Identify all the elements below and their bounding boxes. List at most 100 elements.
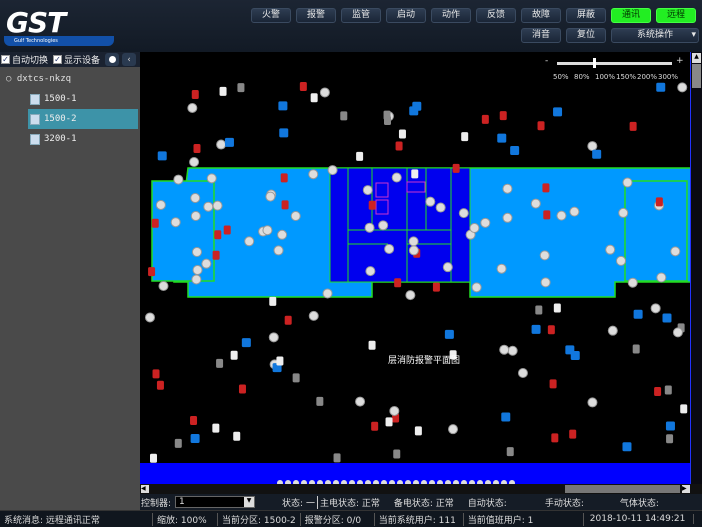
module-icon[interactable] [409, 106, 419, 116]
smoke-detector-icon[interactable] [408, 236, 419, 247]
panel-icon[interactable] [233, 431, 241, 441]
toolbar-button-5[interactable]: 反馈 [476, 8, 516, 23]
panel-icon[interactable] [276, 356, 284, 366]
smoke-detector-icon[interactable] [507, 345, 518, 356]
alarm-button-icon[interactable] [284, 315, 292, 325]
smoke-detector-icon[interactable] [333, 480, 339, 484]
zoom-slider[interactable] [557, 62, 672, 65]
controller-select[interactable]: 1 ▼ [175, 496, 256, 508]
alarm-button-icon[interactable] [569, 429, 577, 439]
panel-icon[interactable] [461, 132, 469, 142]
smoke-detector-icon[interactable] [530, 198, 541, 209]
module-icon[interactable] [444, 329, 454, 339]
alarm-button-icon[interactable] [152, 369, 160, 379]
toolbar-button-row2-0[interactable]: 消音 [521, 28, 561, 43]
smoke-detector-icon[interactable] [273, 245, 284, 256]
smoke-detector-icon[interactable] [458, 208, 469, 219]
smoke-detector-icon[interactable] [429, 480, 435, 484]
smoke-detector-icon[interactable] [493, 480, 499, 484]
module-icon[interactable] [622, 442, 632, 452]
smoke-detector-icon[interactable] [191, 247, 202, 258]
horizontal-scrollbar[interactable]: ◀ ▶ [140, 484, 702, 494]
smoke-detector-icon[interactable] [480, 217, 491, 228]
speaker-icon[interactable] [174, 438, 182, 448]
speaker-icon[interactable] [383, 110, 391, 120]
alarm-button-icon[interactable] [368, 200, 376, 210]
smoke-detector-icon[interactable] [437, 480, 443, 484]
module-icon[interactable] [224, 137, 234, 147]
smoke-detector-icon[interactable] [539, 250, 550, 261]
speaker-icon[interactable] [292, 373, 300, 383]
smoke-detector-icon[interactable] [190, 211, 201, 222]
smoke-detector-icon[interactable] [485, 480, 491, 484]
alarm-button-icon[interactable] [214, 230, 222, 240]
alarm-button-icon[interactable] [193, 143, 201, 153]
panel-icon[interactable] [356, 151, 364, 161]
smoke-detector-icon[interactable] [471, 282, 482, 293]
speaker-icon[interactable] [216, 358, 224, 368]
speaker-icon[interactable] [632, 344, 640, 354]
system-operation-dropdown[interactable]: 系统操作 ▾ [611, 28, 699, 43]
smoke-detector-icon[interactable] [670, 246, 681, 257]
panel-icon[interactable] [553, 303, 561, 313]
smoke-detector-icon[interactable] [461, 480, 467, 484]
smoke-detector-icon[interactable] [277, 229, 288, 240]
module-icon[interactable] [190, 433, 200, 443]
panel-icon[interactable] [385, 417, 393, 427]
smoke-detector-icon[interactable] [391, 172, 402, 183]
smoke-detector-icon[interactable] [622, 177, 633, 188]
smoke-detector-icon[interactable] [569, 206, 580, 217]
smoke-detector-icon[interactable] [309, 480, 315, 484]
smoke-detector-icon[interactable] [502, 212, 513, 223]
panel-icon[interactable] [269, 296, 277, 306]
module-icon[interactable] [157, 151, 167, 161]
module-icon[interactable] [279, 128, 289, 138]
smoke-detector-icon[interactable] [453, 480, 459, 484]
alarm-button-icon[interactable] [629, 121, 637, 131]
smoke-detector-icon[interactable] [501, 480, 507, 484]
module-icon[interactable] [278, 101, 288, 111]
panel-icon[interactable] [449, 350, 457, 360]
smoke-detector-icon[interactable] [189, 156, 200, 167]
smoke-detector-icon[interactable] [216, 139, 227, 150]
smoke-detector-icon[interactable] [677, 82, 688, 93]
zoom-slider-thumb[interactable] [593, 58, 596, 68]
panel-icon[interactable] [212, 423, 220, 433]
collapse-button[interactable]: ‹ [122, 53, 137, 66]
smoke-detector-icon[interactable] [357, 480, 363, 484]
horizontal-scroll-thumb[interactable] [565, 485, 680, 493]
smoke-detector-icon[interactable] [587, 397, 598, 408]
smoke-detector-icon[interactable] [373, 480, 379, 484]
toolbar-button-7[interactable]: 屏蔽 [566, 8, 606, 23]
speaker-icon[interactable] [237, 83, 245, 93]
module-icon[interactable] [662, 313, 672, 323]
smoke-detector-icon[interactable] [605, 244, 616, 255]
smoke-detector-icon[interactable] [192, 265, 203, 276]
smoke-detector-icon[interactable] [327, 165, 338, 176]
toolbar-button-row2-1[interactable]: 复位 [566, 28, 606, 43]
smoke-detector-icon[interactable] [170, 217, 181, 228]
alarm-button-icon[interactable] [499, 111, 507, 121]
smoke-detector-icon[interactable] [381, 480, 387, 484]
module-icon[interactable] [565, 345, 575, 355]
smoke-detector-icon[interactable] [405, 290, 416, 301]
smoke-detector-icon[interactable] [262, 225, 273, 236]
toolbar-button-0[interactable]: 火警 [251, 8, 291, 23]
panel-icon[interactable] [310, 93, 318, 103]
smoke-detector-icon[interactable] [365, 266, 376, 277]
smoke-detector-icon[interactable] [322, 288, 333, 299]
smoke-detector-icon[interactable] [469, 223, 480, 234]
smoke-detector-icon[interactable] [158, 280, 169, 291]
smoke-detector-icon[interactable] [389, 405, 400, 416]
smoke-detector-icon[interactable] [173, 174, 184, 185]
smoke-detector-icon[interactable] [244, 236, 255, 247]
panel-icon[interactable] [398, 129, 406, 139]
smoke-detector-icon[interactable] [389, 480, 395, 484]
smoke-detector-icon[interactable] [155, 199, 166, 210]
smoke-detector-icon[interactable] [265, 191, 276, 202]
smoke-detector-icon[interactable] [293, 480, 299, 484]
module-icon[interactable] [531, 324, 541, 334]
smoke-detector-icon[interactable] [616, 255, 627, 266]
module-icon[interactable] [497, 133, 507, 143]
alarm-button-icon[interactable] [148, 267, 156, 277]
